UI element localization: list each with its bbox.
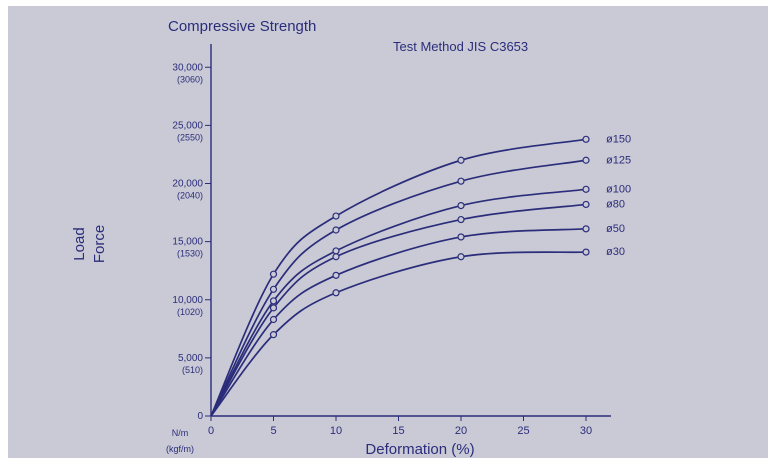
y-axis-label: Load Force	[71, 225, 108, 263]
data-point	[582, 225, 590, 233]
compressive-strength-chart: Compressive Strength Test Method JIS C36…	[71, 18, 631, 458]
x-tick-label: 5	[270, 425, 276, 437]
y-tick-label: 15,000	[172, 237, 203, 248]
series-label: ø100	[606, 183, 631, 195]
data-point	[269, 270, 278, 278]
data-point	[332, 226, 340, 234]
series-line	[210, 227, 587, 417]
chart-title: Compressive Strength	[168, 18, 316, 35]
y-tick-label: 30,000	[172, 62, 203, 73]
data-point	[269, 304, 278, 312]
series-line	[210, 159, 587, 417]
series: ø150 ø125 ø100 ø80 ø50 ø30	[210, 133, 631, 417]
x-tick-label: 30	[580, 425, 592, 437]
series-label: ø150	[606, 133, 631, 145]
data-point	[332, 253, 340, 261]
y-unit-label: N/m	[172, 428, 189, 438]
data-point	[332, 247, 340, 255]
data-point	[582, 135, 590, 143]
data-point	[457, 253, 465, 261]
chart-subtitle: Test Method JIS C3653	[393, 39, 528, 54]
series-line	[210, 188, 587, 417]
x-tick-label: 0	[208, 425, 214, 437]
data-point	[582, 248, 590, 256]
x-tick-label: 20	[455, 425, 467, 437]
data-point	[457, 201, 465, 210]
y-tick-sublabel: (2550)	[177, 132, 203, 142]
data-point	[582, 156, 590, 164]
series-label: ø80	[606, 198, 625, 210]
y-axis-label-line-1: Load	[71, 227, 88, 260]
data-point	[457, 233, 465, 241]
y-tick-sublabel: (3060)	[177, 74, 203, 84]
y-tick-sublabel: (2040)	[177, 191, 203, 201]
chart-figure: Compressive Strength Test Method JIS C36…	[8, 6, 768, 458]
series-line	[210, 251, 587, 417]
series-label: ø50	[606, 223, 625, 235]
y-tick-sublabel: (1530)	[177, 249, 203, 259]
y-tick-label: 20,000	[172, 179, 203, 190]
y-unit-label-kgf: (kgf/m)	[166, 444, 194, 454]
y-tick-sublabel: (1020)	[177, 307, 203, 317]
y-axis-label-line-2: Force	[91, 225, 108, 263]
series-line	[210, 138, 587, 417]
y-tick-sublabel: (510)	[182, 365, 203, 375]
x-tick-label: 10	[330, 425, 342, 437]
x-tick-label: 15	[392, 425, 404, 437]
data-point	[457, 215, 465, 224]
data-point	[269, 315, 278, 324]
y-tick-label: 0	[197, 411, 203, 422]
series-label: ø125	[606, 154, 631, 166]
data-point	[332, 212, 340, 220]
series-label: ø30	[606, 246, 625, 258]
data-point	[332, 271, 340, 279]
x-axis-label: Deformation (%)	[365, 441, 474, 458]
data-point	[332, 289, 340, 297]
axes	[210, 44, 611, 417]
y-tick-label: 5,000	[178, 353, 203, 364]
data-point	[269, 331, 278, 339]
data-point	[582, 185, 590, 193]
data-point	[457, 177, 465, 185]
data-point	[457, 156, 465, 164]
ticks: 0 5 10 15 20 25 30 0 5,000(510) 10,000(1020) 15,00…	[172, 62, 592, 437]
data-point	[582, 200, 590, 209]
y-tick-label: 10,000	[172, 295, 203, 306]
data-point	[269, 297, 278, 305]
y-tick-label: 25,000	[172, 120, 203, 131]
data-point	[269, 285, 278, 293]
x-tick-label: 25	[517, 425, 529, 437]
